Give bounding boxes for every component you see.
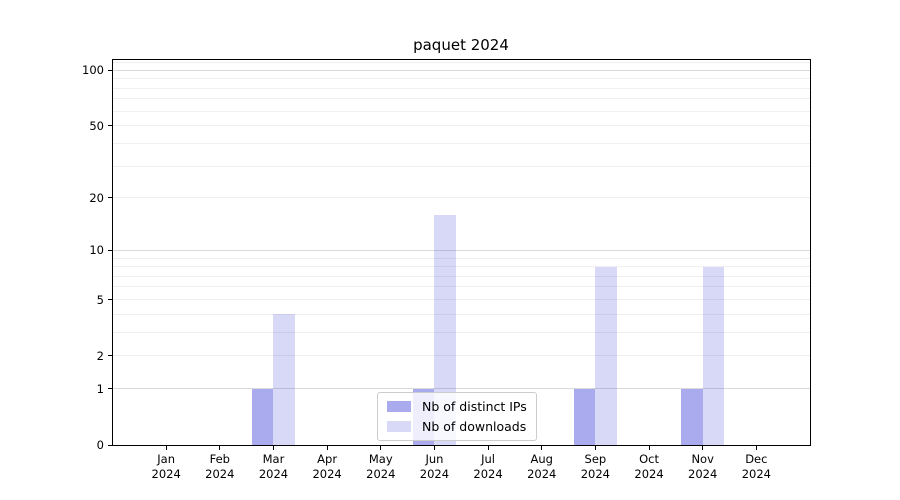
legend-swatch-downloads bbox=[387, 421, 411, 432]
y-tick-label: 10 bbox=[89, 243, 104, 258]
y-tick bbox=[107, 444, 112, 446]
gridline-minor bbox=[112, 62, 810, 64]
x-tick bbox=[702, 445, 704, 450]
gridline-minor bbox=[112, 125, 810, 127]
gridline-minor bbox=[112, 98, 810, 100]
gridline-minor bbox=[112, 142, 810, 144]
legend-swatch-distinct-ips bbox=[387, 401, 411, 412]
gridline-major bbox=[112, 388, 810, 390]
x-tick bbox=[272, 445, 274, 450]
x-tick bbox=[380, 445, 382, 450]
bar-nb-of-downloads bbox=[434, 214, 456, 445]
x-tick bbox=[219, 445, 221, 450]
gridline-minor bbox=[112, 78, 810, 80]
legend: Nb of distinct IPs Nb of downloads bbox=[377, 392, 537, 441]
bar-nb-of-downloads bbox=[702, 266, 725, 445]
gridline-minor bbox=[112, 286, 810, 288]
bar-nb-of-distinct-ips bbox=[681, 388, 703, 445]
x-tick bbox=[487, 445, 489, 450]
gridline-major bbox=[112, 249, 810, 251]
y-tick bbox=[107, 197, 112, 199]
y-tick-label: 5 bbox=[96, 292, 104, 307]
x-tick bbox=[541, 445, 543, 450]
x-tick-label: Feb 2024 bbox=[205, 452, 235, 481]
x-tick-label: May 2024 bbox=[366, 452, 396, 481]
bar-nb-of-distinct-ips bbox=[251, 388, 274, 445]
y-tick-label: 50 bbox=[89, 118, 104, 133]
y-tick-label: 1 bbox=[96, 381, 104, 396]
y-tick bbox=[107, 69, 112, 71]
gridline-minor bbox=[112, 87, 810, 89]
gridline-minor bbox=[112, 313, 810, 315]
gridline-minor bbox=[112, 257, 810, 259]
chart-title: paquet 2024 bbox=[413, 36, 509, 54]
x-tick bbox=[326, 445, 328, 450]
gridline-minor bbox=[112, 355, 810, 357]
gridline-major bbox=[112, 69, 810, 71]
legend-item-downloads: Nb of downloads bbox=[387, 419, 527, 434]
y-tick-label: 20 bbox=[89, 190, 104, 205]
x-tick bbox=[594, 445, 596, 450]
x-tick-label: Nov 2024 bbox=[688, 452, 718, 481]
x-tick-label: Jun 2024 bbox=[419, 452, 450, 481]
x-tick bbox=[433, 445, 435, 450]
y-tick bbox=[107, 249, 112, 251]
y-tick-label: 0 bbox=[96, 438, 104, 452]
gridline-minor bbox=[112, 275, 810, 277]
x-tick-label: Jul 2024 bbox=[473, 452, 503, 481]
x-tick bbox=[165, 445, 167, 450]
x-tick-label: Aug 2024 bbox=[527, 452, 557, 481]
legend-item-distinct-ips: Nb of distinct IPs bbox=[387, 399, 527, 414]
y-tick-label: 2 bbox=[96, 348, 104, 363]
y-tick bbox=[107, 355, 112, 357]
y-tick-label: 100 bbox=[82, 63, 104, 78]
gridline-minor bbox=[112, 197, 810, 199]
y-tick bbox=[107, 125, 112, 127]
gridline-minor bbox=[112, 266, 810, 268]
x-tick-label: Oct 2024 bbox=[634, 452, 664, 481]
legend-label-distinct-ips: Nb of distinct IPs bbox=[422, 399, 527, 414]
bar-nb-of-downloads bbox=[595, 266, 617, 445]
y-tick bbox=[107, 299, 112, 300]
x-tick-label: Dec 2024 bbox=[741, 452, 771, 481]
y-tick bbox=[107, 388, 112, 390]
x-tick-label: Sep 2024 bbox=[580, 452, 611, 481]
x-tick-label: Mar 2024 bbox=[258, 452, 289, 481]
legend-label-downloads: Nb of downloads bbox=[422, 419, 527, 434]
gridline-minor bbox=[112, 165, 810, 167]
bar-nb-of-downloads bbox=[273, 314, 295, 445]
gridline-minor bbox=[112, 331, 810, 333]
x-tick bbox=[648, 445, 650, 450]
x-tick-label: Jan 2024 bbox=[151, 452, 181, 481]
x-tick bbox=[755, 445, 757, 450]
bar-nb-of-distinct-ips bbox=[573, 388, 596, 445]
gridline-minor bbox=[112, 299, 810, 300]
gridline-minor bbox=[112, 110, 810, 112]
x-tick-label: Apr 2024 bbox=[312, 452, 342, 481]
